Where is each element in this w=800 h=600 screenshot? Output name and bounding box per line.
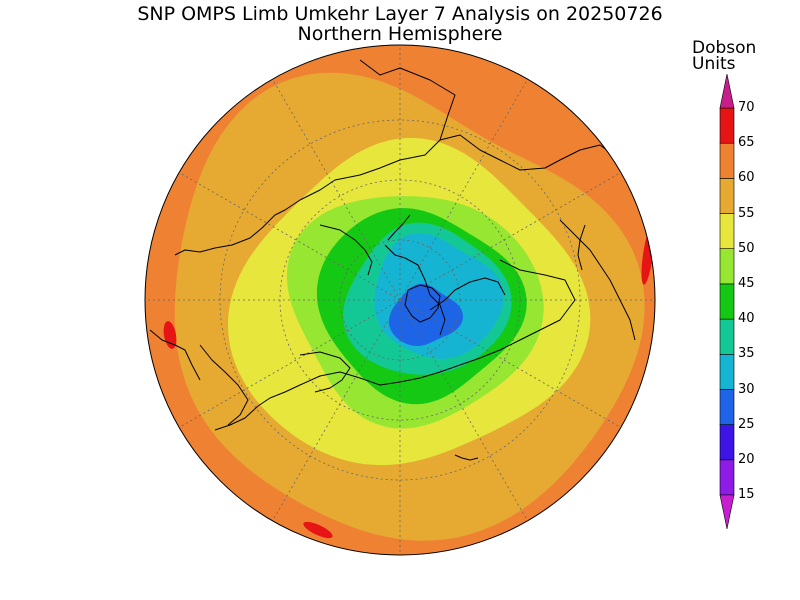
- coastline-segment-7: [299, 351, 351, 393]
- colorbar-tick-label: 45: [738, 275, 755, 291]
- colorbar-max-arrow: [719, 73, 735, 109]
- colorbar-segment-65-70: [719, 107, 735, 144]
- coastline-segment-10: [319, 224, 373, 276]
- graticule: [145, 45, 655, 555]
- coastline-segment-2: [174, 214, 276, 256]
- ozone-field: [145, 45, 655, 555]
- colorbar-tick-label: 20: [738, 451, 755, 467]
- units-line-1: Dobson: [692, 38, 757, 58]
- chart-subtitle: Northern Hemisphere: [297, 23, 503, 45]
- colorbar-segment-35-40: [719, 318, 735, 355]
- contour-region-25-30: [388, 283, 463, 346]
- coastline-segment-1: [274, 59, 456, 216]
- map-boundary: [144, 44, 656, 556]
- colorbar-tick-label: 50: [738, 240, 755, 256]
- colorbar-segment-50-55: [719, 213, 735, 250]
- coastline-segment-11: [384, 244, 446, 336]
- colorbar-segment-25-30: [719, 389, 735, 426]
- colorbar-segment-15-20: [719, 459, 735, 496]
- colorbar-tick-label: 25: [738, 416, 755, 432]
- coastline-segment-12: [429, 277, 506, 311]
- coastline-segment-14: [454, 454, 479, 461]
- coastlines: [149, 59, 641, 461]
- high-ozone-patch-3: [303, 521, 333, 539]
- colorbar-units: Dobson Units: [692, 38, 782, 74]
- units-line-2: Units: [692, 54, 736, 74]
- colorbar-segment-30-35: [719, 353, 735, 390]
- coastline-segment-5: [399, 259, 576, 383]
- coastline-segment-9: [149, 329, 201, 381]
- colorbar-segment-45-50: [719, 248, 735, 285]
- colorbar-tick-label: 30: [738, 381, 755, 397]
- colorbar-tick-label: 35: [738, 346, 755, 362]
- colorbar-tick-label: 65: [738, 135, 755, 151]
- colorbar-min-arrow: [719, 494, 735, 530]
- colorbar: [719, 73, 735, 530]
- chart-title: SNP OMPS Limb Umkehr Layer 7 Analysis on…: [137, 3, 663, 25]
- colorbar-tick-label: 60: [738, 170, 755, 186]
- coastline-segment-15: [577, 224, 586, 271]
- coastline-segment-6: [214, 371, 401, 431]
- arctic-island-outline: [404, 284, 441, 323]
- colorbar-tick-label: 40: [738, 311, 755, 327]
- colorbar-segment-55-60: [719, 178, 735, 214]
- colorbar-tick-label: 55: [738, 205, 755, 221]
- colorbar-segment-20-25: [719, 424, 735, 461]
- coastline-segment-4: [559, 219, 636, 341]
- colorbar-tick-label: 70: [738, 100, 755, 115]
- colorbar-segment-40-45: [719, 283, 735, 320]
- coastline-segment-13: [387, 214, 411, 241]
- colorbar-tick-label: 15: [738, 487, 755, 502]
- coastline-segment-8: [199, 344, 249, 426]
- colorbar-segment-60-65: [719, 142, 735, 179]
